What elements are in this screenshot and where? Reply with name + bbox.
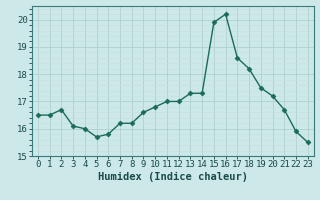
X-axis label: Humidex (Indice chaleur): Humidex (Indice chaleur) [98,172,248,182]
